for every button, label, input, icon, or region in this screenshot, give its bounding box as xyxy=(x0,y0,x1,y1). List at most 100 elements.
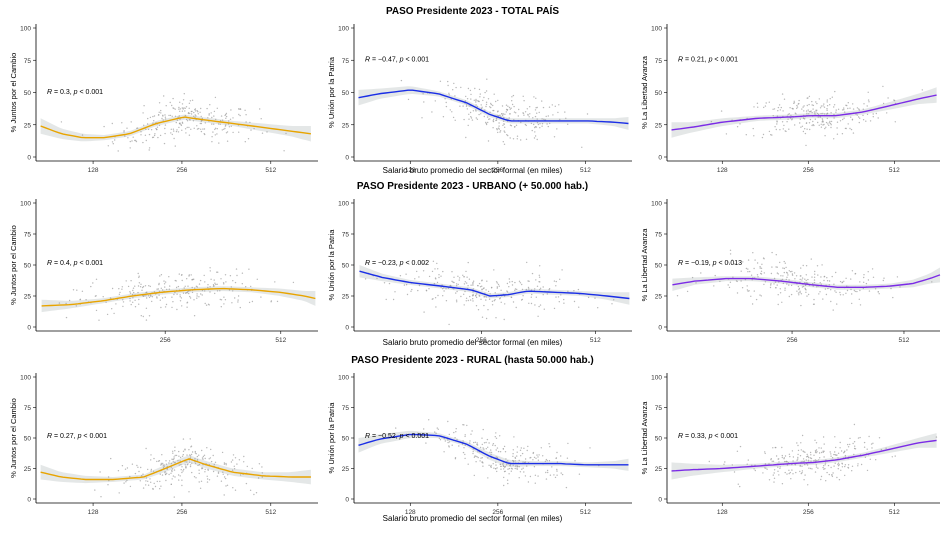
scatter-point xyxy=(754,469,756,472)
scatter-point xyxy=(759,294,761,296)
scatter-point xyxy=(817,121,819,124)
scatter-point xyxy=(533,96,535,98)
scatter-point xyxy=(400,79,403,82)
scatter-point xyxy=(428,288,430,290)
scatter-point xyxy=(826,471,828,474)
scatter-point xyxy=(166,468,168,470)
scatter-point xyxy=(464,100,467,102)
scatter-point xyxy=(492,120,494,122)
smooth-line-lla xyxy=(672,274,941,289)
scatter-point xyxy=(168,288,170,290)
scatter-point xyxy=(514,457,517,459)
scatter-point xyxy=(829,122,832,125)
scatter-point xyxy=(495,117,498,120)
scatter-point xyxy=(129,475,131,478)
scatter-point xyxy=(210,278,212,280)
scatter-point xyxy=(516,455,518,457)
scatter-point xyxy=(250,129,252,131)
scatter-point xyxy=(844,450,846,452)
scatter-point xyxy=(844,454,847,457)
scatter-point xyxy=(141,286,144,289)
scatter-point xyxy=(488,464,490,466)
scatter-point xyxy=(181,122,184,124)
scatter-point xyxy=(504,113,506,116)
scatter-point xyxy=(800,293,803,295)
x-tick-label: 128 xyxy=(717,167,728,174)
y-tick-label: 100 xyxy=(651,201,662,208)
scatter-point xyxy=(825,121,828,124)
scatter-point xyxy=(841,463,844,465)
scatter-point xyxy=(191,462,193,464)
scatter-point xyxy=(805,289,807,291)
scatter-point xyxy=(234,297,236,299)
scatter-point xyxy=(445,101,447,104)
scatter-point xyxy=(780,275,782,277)
scatter-point xyxy=(149,478,151,480)
scatter-point xyxy=(533,466,536,468)
scatter-point xyxy=(752,252,754,254)
scatter-point xyxy=(189,455,192,457)
scatter-point xyxy=(502,113,505,115)
scatter-point xyxy=(216,283,218,285)
scatter-point xyxy=(868,290,871,292)
scatter-point xyxy=(494,436,496,438)
scatter-point xyxy=(798,288,800,291)
scatter-point xyxy=(813,111,815,113)
scatter-point xyxy=(802,458,805,460)
correlation-annotation: R = −0.23, p < 0.002 xyxy=(365,260,429,267)
scatter-point xyxy=(485,105,487,108)
scatter-point xyxy=(526,449,528,452)
scatter-point xyxy=(182,438,185,440)
scatter-point xyxy=(212,454,214,457)
scatter-point xyxy=(501,114,504,117)
scatter-point xyxy=(852,132,855,134)
scatter-point xyxy=(768,463,770,465)
scatter-point xyxy=(171,469,173,472)
scatter-point xyxy=(425,290,428,292)
scatter-point xyxy=(132,287,135,289)
scatter-point xyxy=(231,469,234,471)
scatter-point xyxy=(847,443,849,446)
scatter-point xyxy=(249,121,251,124)
scatter-point xyxy=(735,280,738,282)
y-axis-label: % Juntos por el Cambio xyxy=(9,53,18,133)
y-tick-label: 75 xyxy=(655,232,663,239)
scatter-point xyxy=(539,304,542,306)
scatter-point xyxy=(552,114,554,116)
scatter-point xyxy=(473,456,476,458)
scatter-point xyxy=(729,253,732,255)
scatter-point xyxy=(208,479,211,481)
scatter-point xyxy=(804,118,806,120)
scatter-point xyxy=(894,455,896,457)
scatter-point xyxy=(511,103,514,106)
scatter-point xyxy=(752,127,754,130)
scatter-point xyxy=(201,449,203,452)
scatter-point xyxy=(466,108,468,110)
scatter-point xyxy=(539,265,541,267)
scatter-point xyxy=(177,474,180,476)
scatter-point xyxy=(839,291,841,294)
scatter-point xyxy=(495,464,497,466)
x-tick-label: 256 xyxy=(177,509,188,516)
scatter-point xyxy=(824,113,826,115)
correlation-annotation: R = 0.27, p < 0.001 xyxy=(47,433,107,440)
scatter-point xyxy=(578,306,580,308)
scatter-point xyxy=(465,300,467,302)
scatter-point xyxy=(219,290,221,292)
scatter-point xyxy=(466,98,469,100)
scatter-point xyxy=(795,275,798,277)
scatter-point xyxy=(773,108,776,110)
scatter-point xyxy=(495,456,497,458)
scatter-point xyxy=(153,291,156,293)
scatter-point xyxy=(184,110,186,112)
scatter-point xyxy=(131,293,134,296)
scatter-point xyxy=(551,466,553,468)
scatter-point xyxy=(843,107,845,109)
scatter-point xyxy=(170,128,172,130)
scatter-point xyxy=(490,451,493,454)
scatter-point xyxy=(826,109,828,112)
scatter-point xyxy=(196,110,198,112)
scatter-point xyxy=(145,484,147,486)
scatter-point xyxy=(887,97,889,99)
